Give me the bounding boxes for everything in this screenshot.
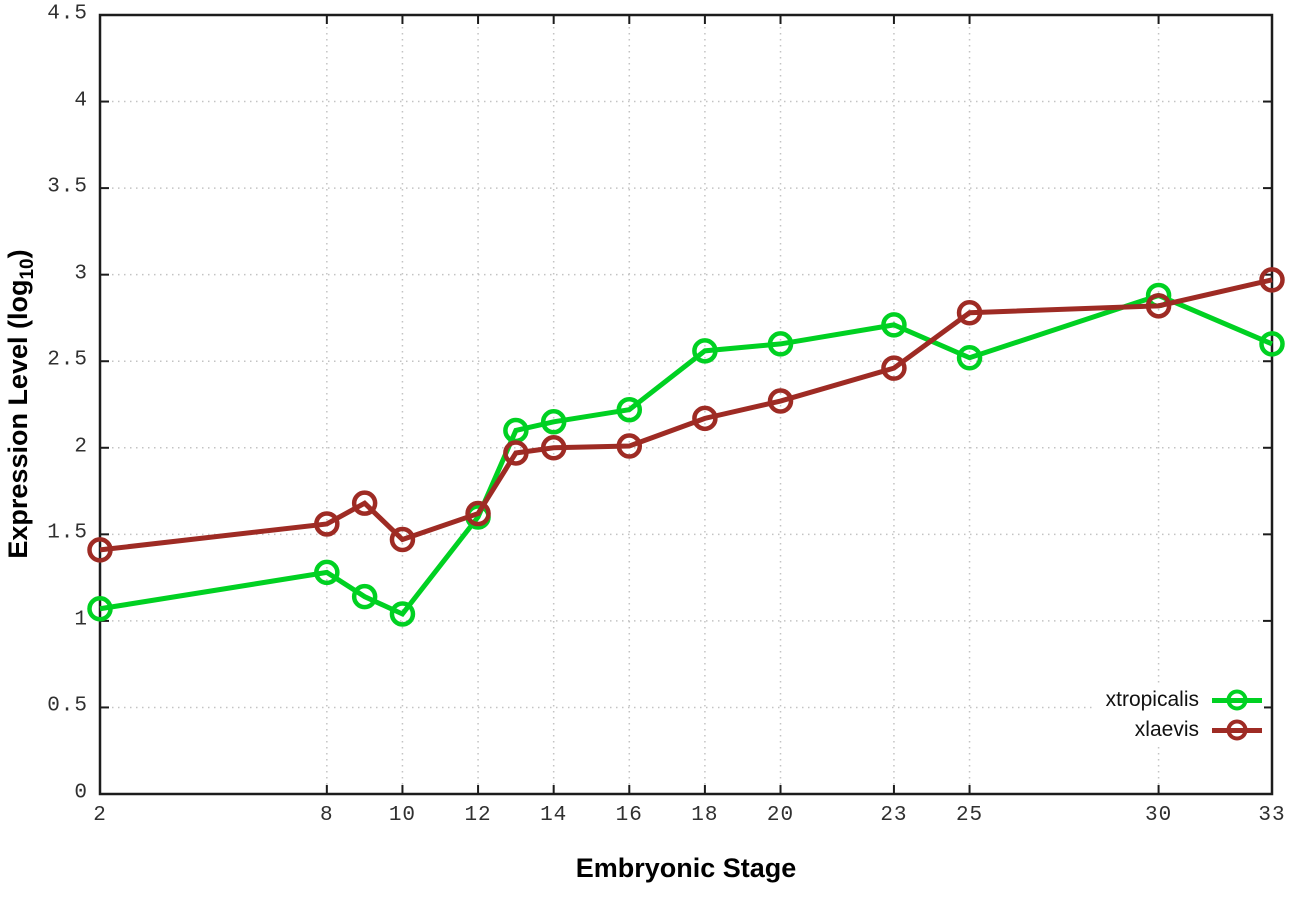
series-xtropicalis-marker [692, 338, 718, 364]
y-tick-label: 2.5 [47, 348, 88, 372]
series-xlaevis-marker [540, 435, 567, 461]
y-tick-label: 3.5 [47, 175, 88, 199]
series-xlaevis-marker [1259, 267, 1285, 293]
x-tick-label: 30 [1144, 804, 1173, 827]
series-xtropicalis-marker [351, 583, 378, 610]
legend-entry-xlaevis: xlaevis [1105, 716, 1262, 744]
series-xtropicalis-marker [1259, 331, 1285, 357]
legend-point-sample [1226, 689, 1248, 711]
series-xlaevis-marker [503, 440, 529, 466]
x-tick-label: 16 [615, 804, 643, 827]
gridlines [100, 15, 1272, 794]
y-axis-title-subscript: 10 [17, 258, 39, 280]
series-xtropicalis-marker [314, 559, 340, 586]
series-xlaevis-marker [881, 355, 907, 381]
series-xlaevis-line [99, 277, 1273, 553]
legend-marker-icon [1212, 688, 1262, 712]
series-xtropicalis-marker [87, 596, 113, 622]
series-xlaevis-marker [616, 433, 643, 459]
series-xlaevis-marker [1145, 293, 1172, 319]
y-tick-label: 1 [74, 608, 88, 632]
series-xtropicalis-marker [540, 409, 567, 435]
series-xtropicalis-marker [616, 396, 643, 423]
series-xlaevis-marker [692, 405, 718, 432]
x-tick-label: 12 [464, 804, 492, 827]
x-tick-label: 25 [955, 804, 984, 827]
y-tick-label: 0 [74, 781, 88, 805]
series-xlaevis-marker [389, 526, 416, 553]
x-tick-label: 10 [388, 804, 417, 827]
series-xtropicalis-marker [767, 331, 794, 357]
x-tick-label: 8 [320, 804, 334, 827]
y-tick-label: 1.5 [47, 521, 88, 545]
legend-point-sample [1226, 719, 1248, 741]
legend-marker-icon [1212, 718, 1262, 742]
y-axis-title-main: Expression Level (log [2, 279, 33, 559]
legend-label: xlaevis [1134, 718, 1199, 741]
y-axis-title-end: ) [2, 249, 33, 259]
x-axis-title: Embryonic Stage [575, 853, 797, 883]
x-tick-label: 23 [880, 804, 908, 827]
series-xtropicalis [87, 282, 1285, 627]
series-xlaevis-marker [314, 511, 340, 537]
series-xlaevis-marker [351, 490, 378, 516]
series-xlaevis-marker [956, 300, 983, 326]
axis-ticks [99, 14, 1273, 795]
x-tick-label: 18 [691, 804, 719, 827]
legend: xtropicalis xlaevis [1091, 684, 1264, 746]
series-xlaevis-marker [767, 388, 794, 414]
legend-entry-xtropicalis: xtropicalis [1105, 686, 1262, 714]
series-xtropicalis-marker [389, 601, 416, 627]
y-tick-label: 3 [74, 262, 88, 286]
y-tick-label: 2 [74, 435, 88, 459]
plot-border [98, 13, 1274, 796]
y-tick-label: 4 [74, 89, 88, 113]
series-xtropicalis-marker [881, 312, 907, 338]
series-xtropicalis-marker [956, 345, 983, 371]
y-axis-title: Expression Level (log10) [3, 249, 39, 558]
x-tick-label: 14 [540, 804, 568, 827]
x-tick-label: 33 [1258, 804, 1286, 827]
series-xlaevis-marker [465, 500, 491, 527]
series-xlaevis-marker [87, 537, 113, 563]
series-xlaevis [87, 267, 1285, 563]
x-tick-label: 20 [766, 804, 795, 827]
y-tick-label: 0.5 [47, 695, 88, 719]
legend-label: xtropicalis [1105, 688, 1199, 711]
series-xtropicalis-line [99, 292, 1273, 618]
y-tick-label: 4.5 [47, 2, 88, 26]
x-tick-label: 2 [93, 804, 107, 827]
